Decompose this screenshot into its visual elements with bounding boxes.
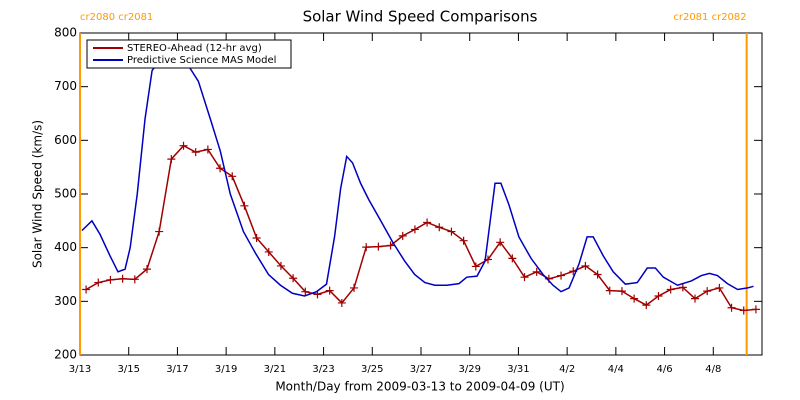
boundary-label: cr2080 cr2081 (80, 12, 153, 23)
data-point (751, 305, 760, 314)
x-tick-label: 3/25 (361, 364, 383, 375)
data-point (167, 155, 176, 164)
data-point (410, 225, 419, 234)
data-point (374, 242, 383, 251)
data-point (666, 285, 675, 294)
data-point (118, 274, 127, 283)
x-tick-label: 3/29 (458, 364, 480, 375)
y-tick-label: 500 (54, 187, 77, 201)
legend-box (86, 39, 292, 69)
chart-title: Solar Wind Speed Comparisons (303, 8, 538, 26)
legend-label: Predictive Science MAS Model (127, 55, 276, 66)
data-point (228, 172, 237, 181)
data-point (642, 301, 651, 310)
data-point (325, 286, 334, 295)
data-point (471, 262, 480, 271)
data-point (678, 283, 687, 292)
legend-label: STEREO-Ahead (12-hr avg) (127, 43, 262, 54)
data-point (264, 247, 273, 256)
x-tick-label: 3/21 (264, 364, 286, 375)
y-tick-label: 200 (54, 348, 77, 362)
x-tick-label: 3/23 (312, 364, 334, 375)
data-point (435, 223, 444, 232)
data-point (581, 261, 590, 270)
x-axis-label: Month/Day from 2009-03-13 to 2009-04-09 … (275, 380, 564, 394)
x-tick-label: 3/31 (507, 364, 529, 375)
data-point (216, 164, 225, 173)
data-point (447, 227, 456, 236)
data-point (301, 287, 310, 296)
data-point (289, 274, 298, 283)
data-point (630, 294, 639, 303)
data-point (703, 287, 712, 296)
data-point (179, 141, 188, 150)
data-point (240, 201, 249, 210)
x-tick-label: 4/8 (705, 364, 721, 375)
data-point (94, 278, 103, 287)
x-tick-label: 3/19 (215, 364, 237, 375)
data-point (203, 145, 212, 154)
data-point (532, 267, 541, 276)
data-point (155, 227, 164, 236)
y-tick-label: 700 (54, 79, 77, 93)
data-point (398, 231, 407, 240)
x-tick-label: 4/6 (657, 364, 673, 375)
data-point (520, 273, 529, 282)
data-point (337, 298, 346, 307)
y-tick-label: 300 (54, 294, 77, 308)
data-point (106, 275, 115, 284)
data-point (130, 275, 139, 284)
data-point (496, 238, 505, 247)
y-tick-label: 600 (54, 133, 77, 147)
data-point (459, 236, 468, 245)
data-point (654, 291, 663, 300)
y-tick-label: 400 (54, 240, 77, 254)
data-point (557, 271, 566, 280)
data-point (508, 254, 517, 263)
boundary-label: cr2081 cr2082 (673, 12, 746, 23)
x-tick-label: 4/4 (608, 364, 624, 375)
data-point (252, 234, 261, 243)
x-tick-label: 3/17 (166, 364, 188, 375)
data-point (423, 218, 432, 227)
y-tick-label: 800 (54, 26, 77, 40)
data-point (605, 286, 614, 295)
x-tick-label: 3/27 (410, 364, 432, 375)
data-point (739, 306, 748, 315)
data-point (386, 241, 395, 250)
data-point (276, 261, 285, 270)
data-point (691, 294, 700, 303)
data-point (191, 148, 200, 157)
data-point (617, 287, 626, 296)
y-axis-label: Solar Wind Speed (km/s) (31, 120, 45, 268)
data-point (362, 243, 371, 252)
data-point (715, 283, 724, 292)
data-point (82, 285, 91, 294)
x-tick-label: 3/13 (69, 364, 91, 375)
x-tick-label: 3/15 (117, 364, 139, 375)
data-point (593, 270, 602, 279)
x-tick-label: 4/2 (559, 364, 575, 375)
data-point (142, 265, 151, 274)
data-point (350, 283, 359, 292)
data-point (727, 303, 736, 312)
